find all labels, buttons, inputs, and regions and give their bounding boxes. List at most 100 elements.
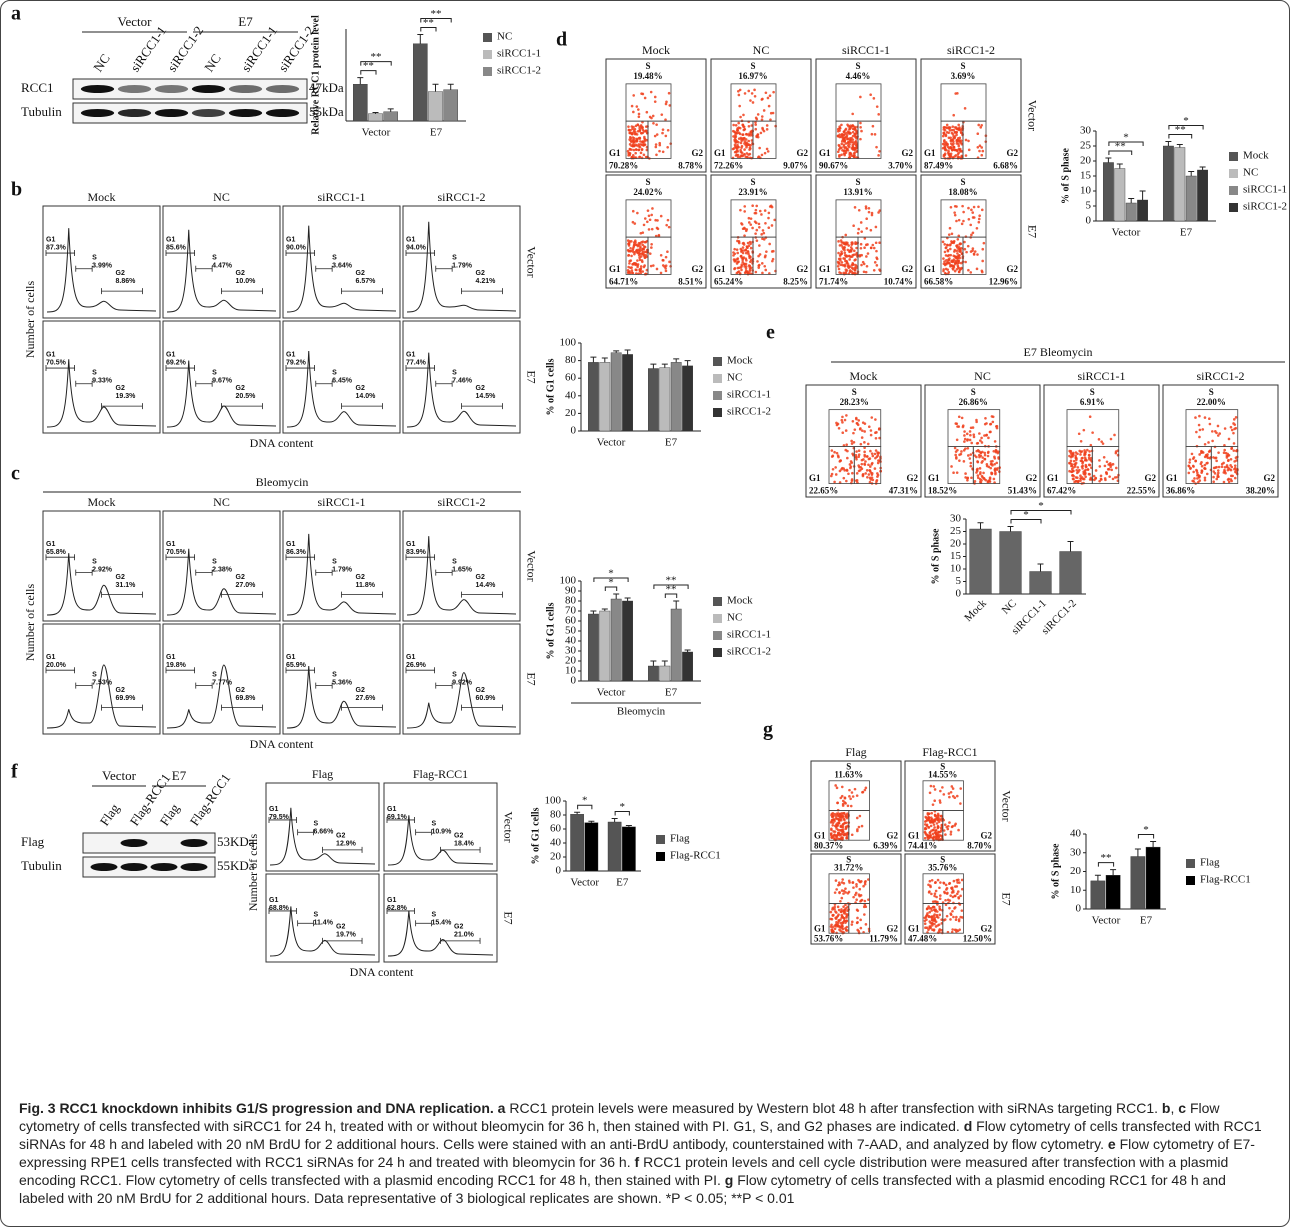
gate-percent: 1.65% bbox=[452, 566, 473, 573]
event-dot bbox=[931, 879, 934, 882]
event-dot bbox=[1192, 471, 1195, 474]
event-dot bbox=[929, 880, 932, 883]
gate-label: S bbox=[960, 61, 965, 71]
event-dot bbox=[946, 131, 949, 134]
event-dot bbox=[835, 473, 838, 476]
event-dot bbox=[836, 452, 839, 455]
gate-percent: 94.0% bbox=[406, 244, 427, 251]
gate-label: G2 bbox=[476, 385, 485, 392]
event-dot bbox=[864, 463, 867, 466]
bar bbox=[648, 369, 658, 431]
event-dot bbox=[958, 243, 961, 246]
event-dot bbox=[961, 909, 964, 912]
event-dot bbox=[840, 819, 843, 822]
event-dot bbox=[934, 892, 937, 895]
event-dot bbox=[955, 154, 958, 157]
event-dot bbox=[863, 271, 866, 274]
event-dot bbox=[962, 211, 965, 214]
y-tick-label: 40 bbox=[550, 837, 562, 849]
event-dot bbox=[851, 262, 854, 265]
event-dot bbox=[840, 419, 843, 422]
y-axis-label: % of S phase bbox=[1050, 843, 1061, 899]
event-dot bbox=[944, 918, 947, 921]
event-dot bbox=[965, 139, 968, 142]
gate-label: G2 bbox=[116, 687, 125, 694]
event-dot bbox=[1212, 480, 1215, 483]
error-bar bbox=[673, 359, 679, 363]
blot-band bbox=[181, 839, 208, 847]
event-dot bbox=[845, 480, 848, 483]
event-dot bbox=[660, 215, 663, 218]
event-dot bbox=[943, 829, 946, 832]
event-dot bbox=[876, 472, 879, 475]
gate-label: G1 bbox=[46, 541, 55, 548]
event-dot bbox=[838, 909, 841, 912]
error-bar bbox=[388, 109, 394, 112]
event-dot bbox=[950, 142, 953, 145]
event-dot bbox=[1106, 460, 1109, 463]
y-axis-label: % of S phase bbox=[930, 528, 941, 584]
event-dot bbox=[848, 789, 851, 792]
gate-label: S bbox=[332, 254, 337, 261]
gate-label: G1 bbox=[714, 264, 726, 274]
event-dot bbox=[958, 920, 961, 923]
event-dot bbox=[1203, 467, 1206, 470]
event-dot bbox=[634, 152, 637, 155]
event-dot bbox=[1200, 463, 1203, 466]
event-dot bbox=[1077, 480, 1080, 483]
gate-percent: 51.43% bbox=[1008, 485, 1037, 495]
event-dot bbox=[943, 139, 946, 142]
event-dot bbox=[636, 105, 639, 108]
event-dot bbox=[866, 265, 869, 268]
event-dot bbox=[855, 267, 858, 270]
event-dot bbox=[930, 812, 933, 815]
event-dot bbox=[1191, 453, 1194, 456]
event-dot bbox=[1198, 424, 1201, 427]
error-bar bbox=[1095, 875, 1101, 881]
figure: abcdefgVectorNCsiRCC1-1siRCC1-2E7NCsiRCC… bbox=[0, 0, 1290, 1227]
gate-percent: 19.48% bbox=[633, 71, 662, 81]
event-dot bbox=[749, 223, 752, 226]
legend-swatch bbox=[713, 374, 722, 383]
event-dot bbox=[757, 113, 760, 116]
gate-label: G2 bbox=[906, 473, 918, 483]
lane-label: siRCC1-1 bbox=[127, 23, 169, 74]
event-dot bbox=[843, 920, 846, 923]
event-dot bbox=[1098, 438, 1101, 441]
event-dot bbox=[1112, 478, 1115, 481]
caption-bold: c bbox=[1178, 1100, 1186, 1116]
event-dot bbox=[864, 422, 867, 425]
event-dot bbox=[956, 92, 959, 95]
legend-swatch bbox=[713, 597, 722, 606]
legend-label: NC bbox=[727, 372, 742, 384]
error-bar bbox=[662, 661, 668, 666]
bar bbox=[1137, 200, 1147, 221]
event-dot bbox=[840, 143, 843, 146]
event-dot bbox=[748, 266, 751, 269]
event-dot bbox=[963, 241, 966, 244]
event-dot bbox=[757, 264, 760, 267]
error-bar bbox=[1200, 167, 1206, 170]
event-dot bbox=[976, 253, 979, 256]
event-dot bbox=[644, 97, 647, 100]
event-dot bbox=[841, 416, 844, 419]
event-dot bbox=[928, 832, 931, 835]
event-dot bbox=[876, 105, 879, 108]
event-dot bbox=[1191, 480, 1194, 483]
event-dot bbox=[839, 254, 842, 257]
event-dot bbox=[945, 246, 948, 249]
bar bbox=[660, 368, 670, 431]
event-dot bbox=[1215, 432, 1218, 435]
event-dot bbox=[638, 127, 641, 130]
event-dot bbox=[1108, 475, 1111, 478]
event-dot bbox=[768, 105, 771, 108]
event-dot bbox=[938, 886, 941, 889]
event-dot bbox=[860, 463, 863, 466]
event-dot bbox=[980, 154, 983, 157]
event-dot bbox=[976, 460, 979, 463]
event-dot bbox=[734, 131, 737, 134]
event-dot bbox=[851, 833, 854, 836]
event-dot bbox=[638, 252, 641, 255]
event-dot bbox=[926, 823, 929, 826]
y-tick-label: 15 bbox=[1080, 170, 1092, 182]
